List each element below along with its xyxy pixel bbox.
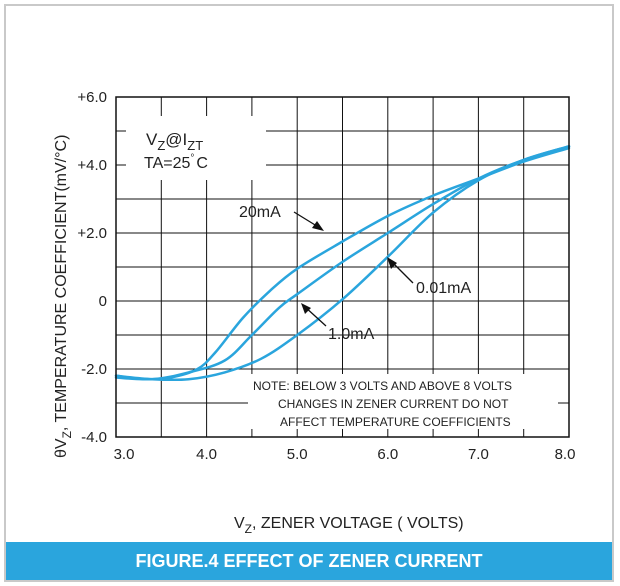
y-axis-label: θVZ, TEMPERATURE COEFFICIENT(mV/°C) — [53, 135, 74, 458]
x-axis-label: VZ, ZENER VOLTAGE ( VOLTS) — [234, 515, 464, 536]
condition-box-background — [126, 116, 266, 180]
y-tick-label: -2.0 — [81, 361, 107, 378]
x-tick-label: 6.0 — [377, 446, 398, 463]
x-tick-label: 5.0 — [287, 446, 308, 463]
y-tick-labels: -4.0 -2.0 0 +2.0 +4.0 +6.0 — [77, 89, 107, 446]
x-tick-label: 4.0 — [196, 446, 217, 463]
y-tick-label: +6.0 — [77, 89, 107, 106]
arrow-head-20ma — [312, 221, 324, 231]
note-line-2: CHANGES IN ZENER CURRENT DO NOT — [278, 397, 509, 411]
note-line-3: AFFECT TEMPERATURE COEFFICIENTS — [280, 415, 511, 429]
condition-line-1: VZ@IZT — [146, 130, 203, 153]
x-tick-label: 8.0 — [555, 446, 576, 463]
arrow-head-1-0ma — [301, 303, 311, 314]
condition-line-2: TA=25° C — [144, 153, 208, 172]
series-label-1-0ma: 1.0mA — [328, 326, 375, 343]
figure-caption: FIGURE.4 EFFECT OF ZENER CURRENT — [6, 542, 612, 580]
y-tick-label: +4.0 — [77, 157, 107, 174]
arrow-head-0-01ma — [387, 257, 397, 269]
y-tick-label: -4.0 — [81, 429, 107, 446]
series-line-1-0ma — [114, 145, 571, 381]
x-tick-label: 7.0 — [468, 446, 489, 463]
series-label-0-01ma: 0.01mA — [416, 280, 471, 297]
x-tick-labels: 3.0 4.0 5.0 6.0 7.0 8.0 — [114, 446, 576, 463]
x-tick-label: 3.0 — [114, 446, 135, 463]
chart: -4.0 -2.0 0 +2.0 +4.0 +6.0 3.0 4.0 5.0 6.0 7.0 8.0… — [53, 89, 576, 536]
plot-border — [115, 96, 570, 438]
y-tick-label: 0 — [99, 293, 107, 310]
note-line-1: NOTE: BELOW 3 VOLTS AND ABOVE 8 VOLTS — [253, 379, 512, 393]
figure-frame: -4.0 -2.0 0 +2.0 +4.0 +6.0 3.0 4.0 5.0 6.0 7.0 8.0… — [4, 4, 614, 582]
series-line-0-01ma — [114, 145, 571, 382]
y-tick-label: +2.0 — [77, 225, 107, 242]
note-box-background — [248, 374, 558, 429]
series-label-20ma: 20mA — [239, 204, 281, 221]
series-lines — [114, 145, 571, 382]
